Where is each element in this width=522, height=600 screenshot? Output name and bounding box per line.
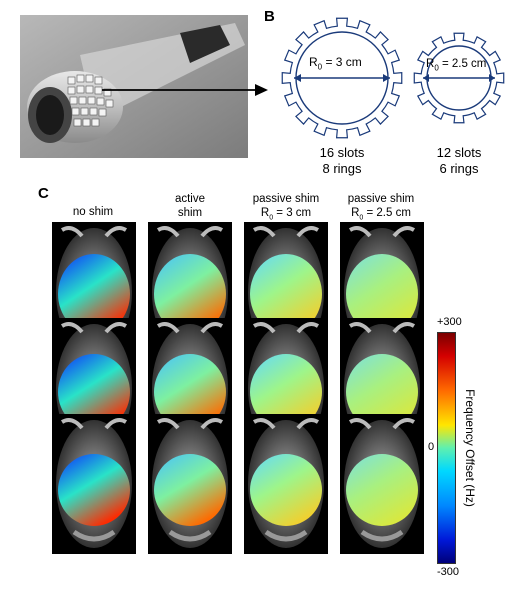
ring-large-caption: 16 slots 8 rings (292, 145, 392, 177)
column-header-no-shim: no shim (72, 206, 114, 218)
ring-large-radius-label: R0 = 3 cm (309, 55, 362, 72)
colorbar-min-label: -300 (437, 566, 460, 578)
column-header-passive-2-5cm: passive shim R0 = 2.5 cm (347, 193, 415, 222)
ring-large-slotted-outline (281, 17, 403, 139)
panel-letter-b: B (264, 8, 275, 25)
colorbar-title: Frequency Offset (Hz) (463, 389, 477, 507)
frequency-colorbar (437, 332, 456, 564)
ring-small-slotted-outline (413, 32, 505, 124)
ring-small-caption: 12 slots 6 rings (410, 145, 508, 177)
field-map-active-shim-slice-3 (148, 414, 232, 554)
ring-large-rings: 8 rings (322, 161, 362, 176)
shim-device-photo (20, 15, 248, 158)
ring-large-diagram (281, 17, 403, 139)
ring-small-rings: 6 rings (439, 161, 479, 176)
field-map-passive-3cm-slice-3 (244, 414, 328, 554)
ring-large-slots: 16 slots (319, 145, 365, 160)
column-header-active-shim: active shim (174, 193, 206, 219)
column-header-passive-3cm: passive shim R0 = 3 cm (252, 193, 320, 222)
panel-letter-c: C (38, 185, 49, 202)
colorbar-mid-label: 0 (428, 441, 435, 453)
colorbar-max-label: +300 (437, 316, 462, 328)
ring-small-diagram (413, 32, 505, 124)
pointer-arrow (102, 84, 268, 96)
field-map-passive-2-5cm-slice-3 (340, 414, 424, 554)
field-map-no-shim-slice-3 (52, 414, 136, 554)
ring-small-radius-label: R0 = 2.5 cm (426, 58, 487, 73)
ring-small-slots: 12 slots (436, 145, 482, 160)
